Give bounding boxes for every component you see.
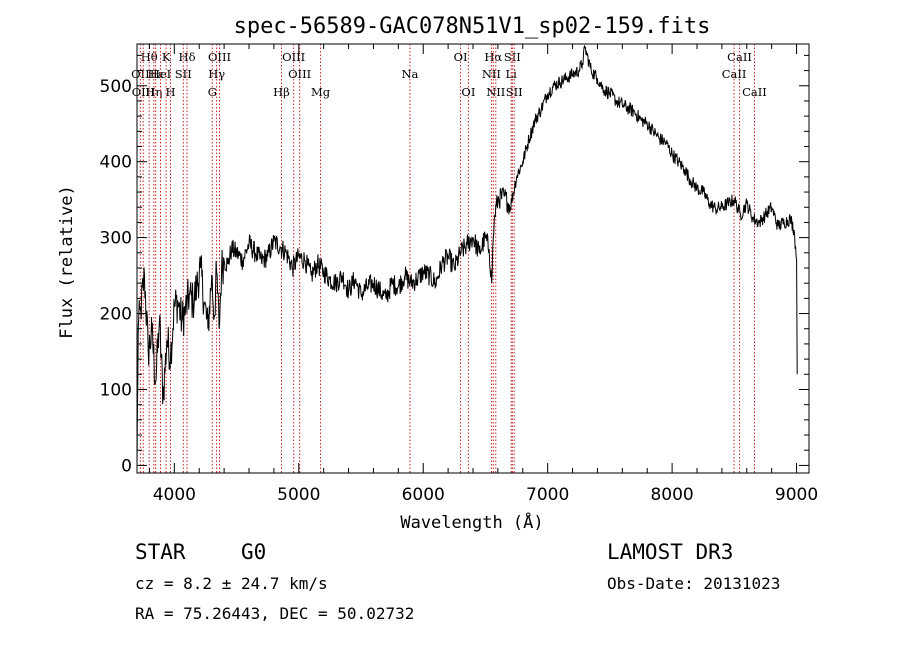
coordinates: RA = 75.26443, DEC = 50.02732 <box>135 604 415 623</box>
spectral-line-label: CaII <box>727 50 752 64</box>
y-tick-label: 400 <box>100 153 132 173</box>
spectral-line-label: SII <box>504 50 521 64</box>
x-tick-label: 8000 <box>650 485 693 505</box>
spectral-line-label: SII <box>175 67 192 81</box>
y-tick-label: 300 <box>100 229 132 249</box>
spectral-line-label: OIII <box>288 67 311 81</box>
x-axis-label: Wavelength (Å) <box>400 511 543 533</box>
spectral-line-label: OIII <box>208 50 231 64</box>
spectral-line-label: Hα <box>484 50 502 64</box>
spectral-line-label: NII <box>482 67 501 81</box>
x-tick-label: 7000 <box>526 485 569 505</box>
spectral-line-label: Li <box>506 67 518 81</box>
obs-date: Obs-Date: 20131023 <box>607 574 781 593</box>
x-tick-label: 6000 <box>402 485 445 505</box>
spectral-line-label: Na <box>401 67 418 81</box>
y-tick-label: 200 <box>100 305 132 325</box>
y-axis-label: Flux (relative) <box>57 185 77 339</box>
axes-layer: 4000 5000 6000 7000 8000 9000 0 100 200 300 400 500 <box>100 43 818 505</box>
spectral-line-label: K <box>162 50 171 64</box>
x-tick-label: 9000 <box>775 485 818 505</box>
spectral-line-label: Mg <box>311 85 331 99</box>
spectral-line-label: Hε <box>148 67 164 81</box>
series-layer <box>136 44 798 466</box>
spectral-line-label: CaII <box>742 85 767 99</box>
y-tick-label: 100 <box>100 380 132 400</box>
spectral-line-label: H <box>165 85 175 99</box>
x-tick-label: 4000 <box>153 485 196 505</box>
spectral-line-label: OIII <box>282 50 305 64</box>
spectral-line-label: HeI <box>150 67 171 81</box>
redshift-text: cz = 8.2 ± 24.7 km/s <box>135 574 328 593</box>
spectral-line-label: NII <box>486 85 505 99</box>
spectral-line-label: CaII <box>722 67 747 81</box>
y-tick-label: 500 <box>100 77 132 97</box>
chart-title: spec-56589-GAC078N51V1_sp02-159.fits <box>234 14 711 39</box>
spectral-line-label: OII <box>131 67 150 81</box>
object-class: STAR <box>135 540 186 564</box>
spectral-line-label: OI <box>454 50 468 64</box>
spectral-line-label: Hβ <box>273 85 290 99</box>
flux-series-line <box>136 44 798 466</box>
spectral-line-label: G <box>208 85 217 99</box>
spectral-line-label: Hδ <box>179 50 196 64</box>
spectral-line-label: Hη <box>145 85 162 99</box>
y-tick-label: 0 <box>121 456 132 476</box>
object-subclass: G0 <box>241 540 267 564</box>
spectral-line-label: OI <box>461 85 475 99</box>
x-tick-label: 5000 <box>277 485 320 505</box>
survey-label: LAMOST DR3 <box>607 540 734 564</box>
spectral-line-label: SII <box>506 85 523 99</box>
spectral-line-label: Hγ <box>208 67 225 81</box>
spectral-line-label: Hθ <box>141 50 158 64</box>
